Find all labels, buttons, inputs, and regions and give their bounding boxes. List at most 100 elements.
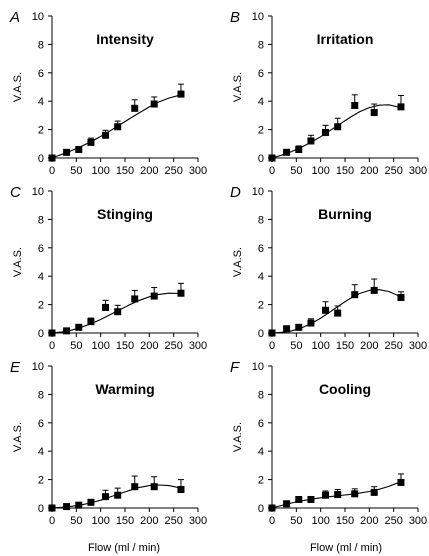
data-point <box>87 318 95 326</box>
x-tick-label: 50 <box>290 515 302 527</box>
data-point <box>351 490 359 498</box>
x-tick-label: 150 <box>116 340 134 352</box>
data-point <box>63 327 71 335</box>
y-tick-label: 2 <box>38 475 44 487</box>
x-tick-label: 150 <box>116 515 134 527</box>
x-tick-label: 250 <box>384 515 402 527</box>
data-point <box>322 491 330 499</box>
panel-title: Irritation <box>317 31 374 47</box>
x-tick-label: 50 <box>290 340 302 352</box>
y-tick-label: 10 <box>32 186 44 198</box>
x-tick-label: 200 <box>360 340 378 352</box>
data-point <box>397 103 405 111</box>
data-point <box>102 131 110 139</box>
data-point <box>268 504 276 512</box>
y-tick-label: 10 <box>252 11 264 23</box>
panel-title: Stinging <box>97 206 153 222</box>
x-tick-label: 200 <box>360 165 378 177</box>
x-tick-label: 300 <box>409 340 427 352</box>
data-point <box>87 498 95 506</box>
x-tick-label: 300 <box>409 165 427 177</box>
y-tick-label: 2 <box>38 300 44 312</box>
y-axis-label: V.A.S. <box>232 247 244 277</box>
y-tick-label: 4 <box>258 446 264 458</box>
y-tick-label: 4 <box>258 96 264 108</box>
data-point <box>334 309 342 317</box>
y-tick-label: 6 <box>258 243 264 255</box>
data-point <box>102 493 110 501</box>
x-tick-label: 50 <box>70 165 82 177</box>
panel-label: C <box>10 184 21 201</box>
data-point <box>63 503 71 511</box>
data-point <box>268 154 276 162</box>
data-point <box>295 145 303 153</box>
data-point <box>150 292 158 300</box>
panel-label: F <box>230 359 240 376</box>
x-axis-label-left: Flow (ml / min) <box>88 542 160 554</box>
data-point <box>370 109 378 117</box>
x-tick-label: 150 <box>336 340 354 352</box>
y-tick-label: 8 <box>38 214 44 226</box>
panel-label: A <box>9 9 20 26</box>
data-point <box>131 295 139 303</box>
data-point <box>307 319 315 327</box>
data-point <box>283 500 291 508</box>
x-tick-label: 0 <box>269 340 275 352</box>
data-point <box>177 289 185 297</box>
y-axis-label: V.A.S. <box>12 422 24 452</box>
x-tick-label: 300 <box>189 165 207 177</box>
data-point <box>102 303 110 311</box>
panel-title: Burning <box>318 206 372 222</box>
panel-label: E <box>10 359 21 376</box>
y-tick-label: 10 <box>252 186 264 198</box>
x-tick-label: 0 <box>269 515 275 527</box>
x-tick-label: 100 <box>311 515 329 527</box>
x-tick-label: 100 <box>91 515 109 527</box>
y-tick-label: 2 <box>258 125 264 137</box>
data-point <box>75 323 83 331</box>
panel-label: B <box>230 9 240 26</box>
x-tick-label: 250 <box>384 340 402 352</box>
x-tick-label: 50 <box>70 515 82 527</box>
data-point <box>322 306 330 314</box>
data-point <box>114 123 122 131</box>
panel-title: Warming <box>95 381 154 397</box>
x-tick-label: 300 <box>189 340 207 352</box>
x-tick-label: 100 <box>91 340 109 352</box>
y-tick-label: 6 <box>258 418 264 430</box>
data-point <box>114 308 122 316</box>
y-tick-label: 6 <box>258 68 264 80</box>
x-tick-label: 100 <box>91 165 109 177</box>
y-axis-label: V.A.S. <box>232 422 244 452</box>
data-point <box>268 329 276 337</box>
y-tick-label: 0 <box>258 328 264 340</box>
y-tick-label: 8 <box>258 389 264 401</box>
y-tick-label: 0 <box>258 153 264 165</box>
y-axis-label: V.A.S. <box>232 72 244 102</box>
x-tick-label: 150 <box>336 515 354 527</box>
x-tick-label: 0 <box>49 515 55 527</box>
fit-curve <box>271 104 402 159</box>
data-point <box>351 101 359 109</box>
y-tick-label: 2 <box>258 475 264 487</box>
data-point <box>307 137 315 145</box>
data-point <box>114 491 122 499</box>
data-point <box>131 104 139 112</box>
data-point <box>370 286 378 294</box>
data-point <box>334 123 342 131</box>
data-point <box>48 329 56 337</box>
x-axis-label-right: Flow (ml / min) <box>310 542 382 554</box>
data-point <box>48 154 56 162</box>
y-tick-label: 10 <box>252 361 264 373</box>
data-point <box>397 294 405 301</box>
data-point <box>63 148 71 156</box>
y-tick-label: 0 <box>38 153 44 165</box>
y-tick-label: 4 <box>258 271 264 283</box>
data-point <box>397 478 405 486</box>
y-tick-label: 10 <box>32 11 44 23</box>
y-tick-label: 2 <box>38 125 44 137</box>
x-tick-label: 100 <box>311 165 329 177</box>
y-tick-label: 4 <box>38 271 44 283</box>
